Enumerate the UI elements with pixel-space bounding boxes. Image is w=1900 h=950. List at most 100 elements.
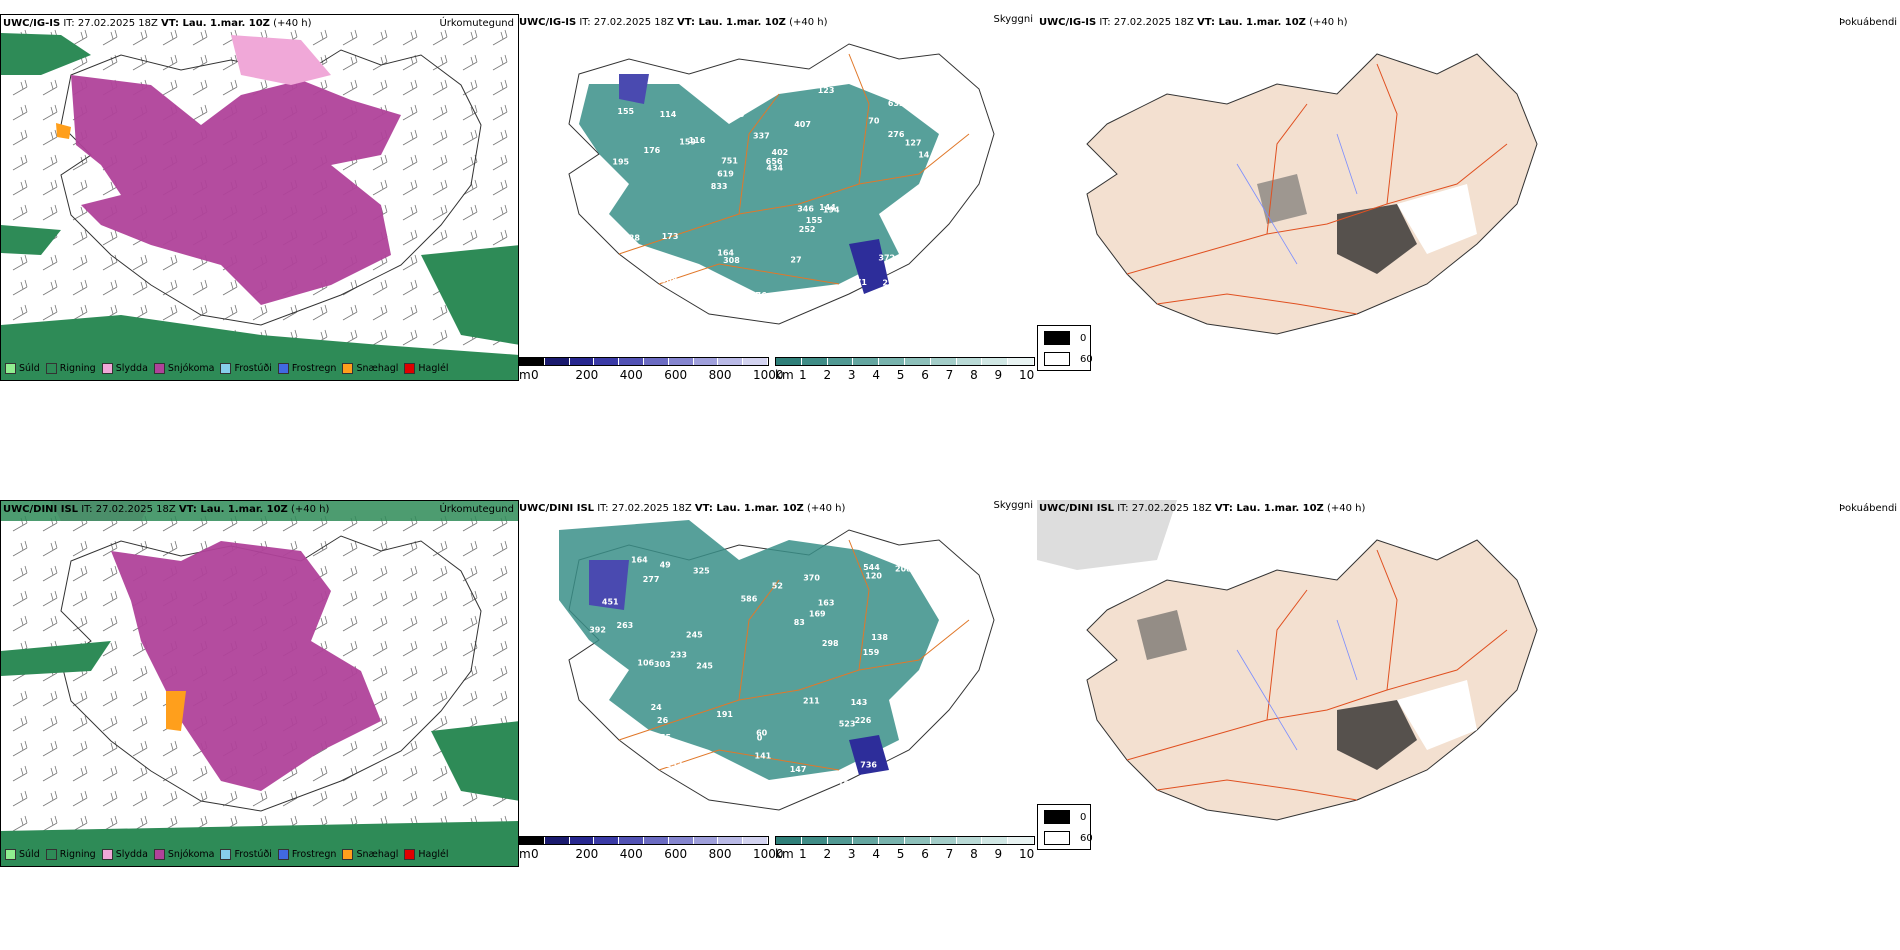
colorbar-segment bbox=[904, 837, 931, 844]
wind-barb bbox=[432, 229, 448, 246]
visibility-value: 942 bbox=[629, 282, 646, 291]
rain-area-1 bbox=[1, 501, 518, 521]
colorbar-tick: 0 bbox=[531, 847, 539, 861]
wind-barb bbox=[222, 304, 238, 321]
colorbar-segment bbox=[1008, 358, 1034, 365]
wind-barb bbox=[12, 565, 28, 582]
panel-title: Þokuábendi bbox=[1839, 503, 1898, 514]
height-colorbar: m 0 200 400 600 800 1000 bbox=[519, 836, 784, 866]
valid-label: VT: bbox=[161, 18, 180, 29]
wind-barb bbox=[162, 29, 178, 46]
wind-barb bbox=[102, 640, 118, 657]
model-name: UWC/DINI ISL bbox=[519, 503, 595, 514]
wind-barb bbox=[222, 79, 238, 96]
wind-barb bbox=[162, 279, 178, 296]
visibility-value: 580 bbox=[602, 283, 619, 292]
visibility-value: 120 bbox=[865, 572, 882, 581]
colorbar-tick: 1 bbox=[799, 847, 807, 861]
wind-barb bbox=[492, 29, 508, 46]
wind-barb bbox=[132, 279, 148, 296]
model-name: UWC/IG-IS bbox=[3, 18, 61, 29]
visibility-value: 252 bbox=[799, 225, 816, 234]
wind-barb bbox=[492, 54, 508, 71]
legend-item: Frostúði bbox=[220, 363, 272, 374]
wind-barb bbox=[402, 790, 418, 807]
legend-label: Snæhagl bbox=[356, 849, 399, 860]
snow-area bbox=[111, 541, 381, 791]
wind-barb bbox=[492, 154, 508, 171]
rivers bbox=[1236, 619, 1358, 751]
wind-barb bbox=[432, 304, 448, 321]
visibility-value: 49 bbox=[660, 561, 672, 570]
wind-barb bbox=[492, 104, 508, 121]
legend-swatch bbox=[277, 849, 289, 860]
legend-item: Súld bbox=[5, 849, 40, 860]
visibility-value: 633 bbox=[888, 99, 905, 108]
wind-barb bbox=[72, 254, 88, 271]
fog-map-2 bbox=[1037, 500, 1538, 821]
init-time: IT: 27.02.2025 18Z bbox=[576, 17, 678, 28]
colorbar-segment bbox=[594, 837, 620, 844]
legend-swatch bbox=[404, 849, 416, 860]
wind-barb bbox=[132, 790, 148, 807]
colorbar-segment bbox=[853, 837, 880, 844]
low-visibility-blue-2 bbox=[589, 560, 629, 610]
precip-legend: Súld Rigning Slydda Snjókoma Frostúði Frostre… bbox=[5, 849, 449, 860]
visibility-value: 138 bbox=[871, 633, 888, 642]
cloud-key-top: 0 bbox=[1080, 811, 1087, 823]
cloud-key-top-swatch bbox=[1044, 331, 1070, 345]
visibility-value: 52 bbox=[772, 581, 783, 590]
cloud-key-top-swatch bbox=[1044, 810, 1070, 824]
colorbar-tick: 6 bbox=[921, 847, 929, 861]
wind-barb bbox=[72, 540, 88, 557]
low-visibility-blue-2 bbox=[619, 74, 649, 104]
wind-barb bbox=[102, 229, 118, 246]
legend-label: Frostregn bbox=[291, 849, 337, 860]
graupel-patch bbox=[56, 123, 71, 139]
wind-barb bbox=[42, 204, 58, 221]
colorbar-segment bbox=[801, 837, 828, 844]
visibility-value: 143 bbox=[796, 781, 813, 790]
wind-barb bbox=[72, 715, 88, 732]
wind-barb bbox=[432, 640, 448, 657]
visibility-value: 127 bbox=[905, 138, 922, 147]
wind-barb bbox=[402, 204, 418, 221]
wind-barb bbox=[12, 79, 28, 96]
valid-label: VT: bbox=[178, 504, 197, 515]
wind-barb bbox=[12, 615, 28, 632]
wind-barb bbox=[432, 590, 448, 607]
visibility-labels: 221 195 633 833 407 942 591 337 128 116 233 183 313 4… bbox=[599, 76, 930, 300]
wind-barb bbox=[132, 254, 148, 271]
legend-item: Haglél bbox=[404, 363, 449, 374]
wind-barb bbox=[342, 615, 358, 632]
colorbar-tick: 200 bbox=[575, 847, 599, 861]
wind-barb bbox=[42, 104, 58, 121]
panel-title: Þokuábendi bbox=[1839, 17, 1898, 28]
wind-barb bbox=[102, 590, 118, 607]
legend-label: Slydda bbox=[115, 849, 148, 860]
wind-barb bbox=[102, 565, 118, 582]
wind-barb bbox=[372, 540, 388, 557]
km-unit: km bbox=[775, 847, 794, 861]
wind-barb bbox=[102, 279, 118, 296]
visibility-value: 736 bbox=[860, 761, 877, 770]
wind-barb bbox=[12, 740, 28, 757]
colorbar-segment bbox=[776, 837, 802, 844]
wind-barb bbox=[342, 540, 358, 557]
wind-barb bbox=[492, 540, 508, 557]
visibility-value: 116 bbox=[689, 136, 706, 145]
colorbar-tick: 2 bbox=[823, 847, 832, 861]
visibility-value: 0 bbox=[757, 733, 763, 742]
visibility-value: 144 bbox=[819, 203, 836, 212]
legend-swatch bbox=[404, 363, 416, 374]
legend-swatch bbox=[45, 849, 57, 860]
visibility-value: 127 bbox=[721, 76, 738, 85]
visibility-value: 233 bbox=[666, 760, 683, 769]
visibility-value: 325 bbox=[693, 566, 710, 575]
fog-panel-2: UWC/DINI ISL IT: 27.02.2025 18Z VT: Lau.… bbox=[1037, 500, 1900, 867]
colorbar-tick: 5 bbox=[896, 368, 905, 381]
legend-label: Snjókoma bbox=[167, 363, 215, 374]
legend-label: Rigning bbox=[59, 849, 96, 860]
visibility-value: 125 bbox=[905, 714, 922, 723]
wind-barb bbox=[222, 54, 238, 71]
